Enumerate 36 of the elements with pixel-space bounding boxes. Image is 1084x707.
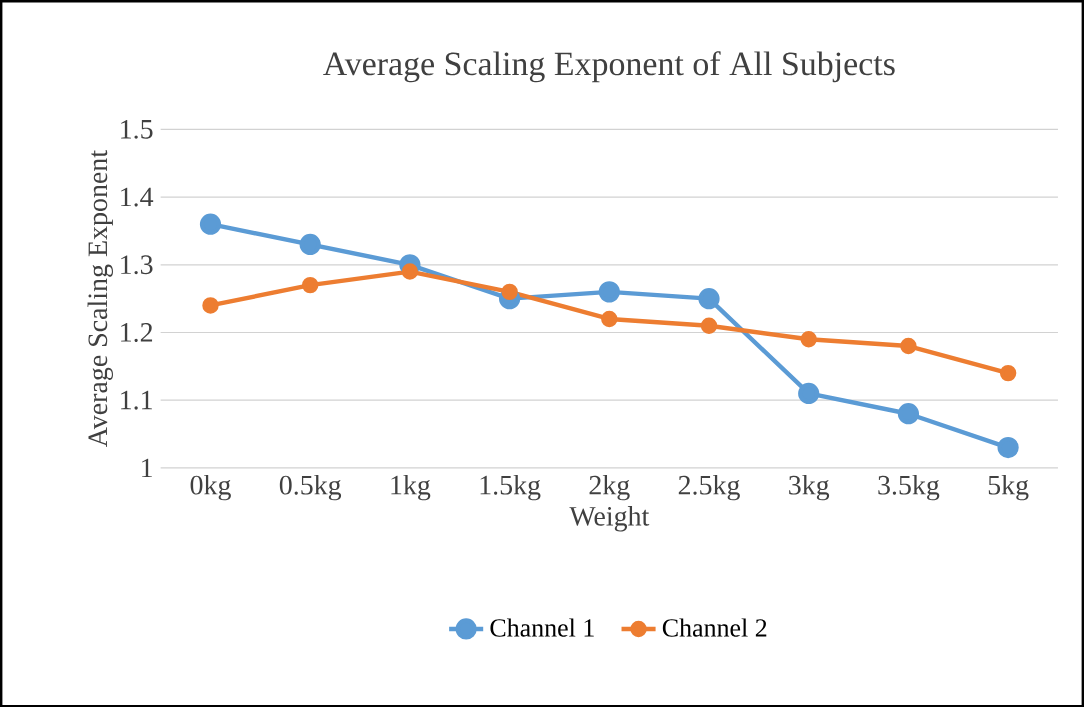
x-tick-label: 1.5kg bbox=[480, 474, 541, 501]
legend-label: Channel 2 bbox=[662, 618, 767, 637]
x-tick-label: 0.5kg bbox=[279, 474, 342, 501]
point bbox=[698, 287, 720, 310]
point bbox=[800, 330, 817, 348]
point bbox=[997, 436, 1019, 458]
x-tick-label: 2kg bbox=[589, 474, 630, 501]
y-axis-title: Average Scaling Exponent bbox=[87, 149, 113, 447]
point bbox=[598, 281, 620, 303]
y-tick-label: 1 bbox=[142, 458, 152, 477]
legend-label: Channel 1 bbox=[490, 618, 594, 637]
x-tick-label: 5kg bbox=[988, 474, 1029, 501]
point bbox=[798, 382, 820, 404]
chart-title: Average Scaling Exponent of All Subjects bbox=[323, 50, 895, 83]
x-axis-title: Weight bbox=[569, 505, 650, 532]
point bbox=[501, 283, 518, 300]
point bbox=[299, 233, 321, 255]
point bbox=[601, 310, 618, 327]
x-tick-label: 1kg bbox=[391, 474, 431, 501]
point bbox=[199, 213, 222, 235]
y-tick-label: 1.4 bbox=[121, 187, 154, 207]
x-tick-label: 3kg bbox=[789, 474, 830, 501]
point bbox=[202, 296, 219, 314]
x-tick-label: 3.5kg bbox=[878, 474, 940, 501]
point bbox=[301, 276, 319, 294]
y-tick-label: 1.1 bbox=[121, 390, 152, 410]
point bbox=[401, 263, 419, 280]
point bbox=[700, 317, 718, 334]
y-tick-label: 1.5 bbox=[121, 119, 153, 139]
x-tick-label: 2.5kg bbox=[678, 474, 740, 501]
point bbox=[897, 402, 920, 425]
x-tick-label: 0kg bbox=[190, 474, 231, 501]
point bbox=[999, 364, 1017, 382]
y-tick-label: 1.3 bbox=[121, 255, 153, 275]
point bbox=[900, 337, 917, 355]
y-tick-label: 1.2 bbox=[121, 322, 153, 342]
